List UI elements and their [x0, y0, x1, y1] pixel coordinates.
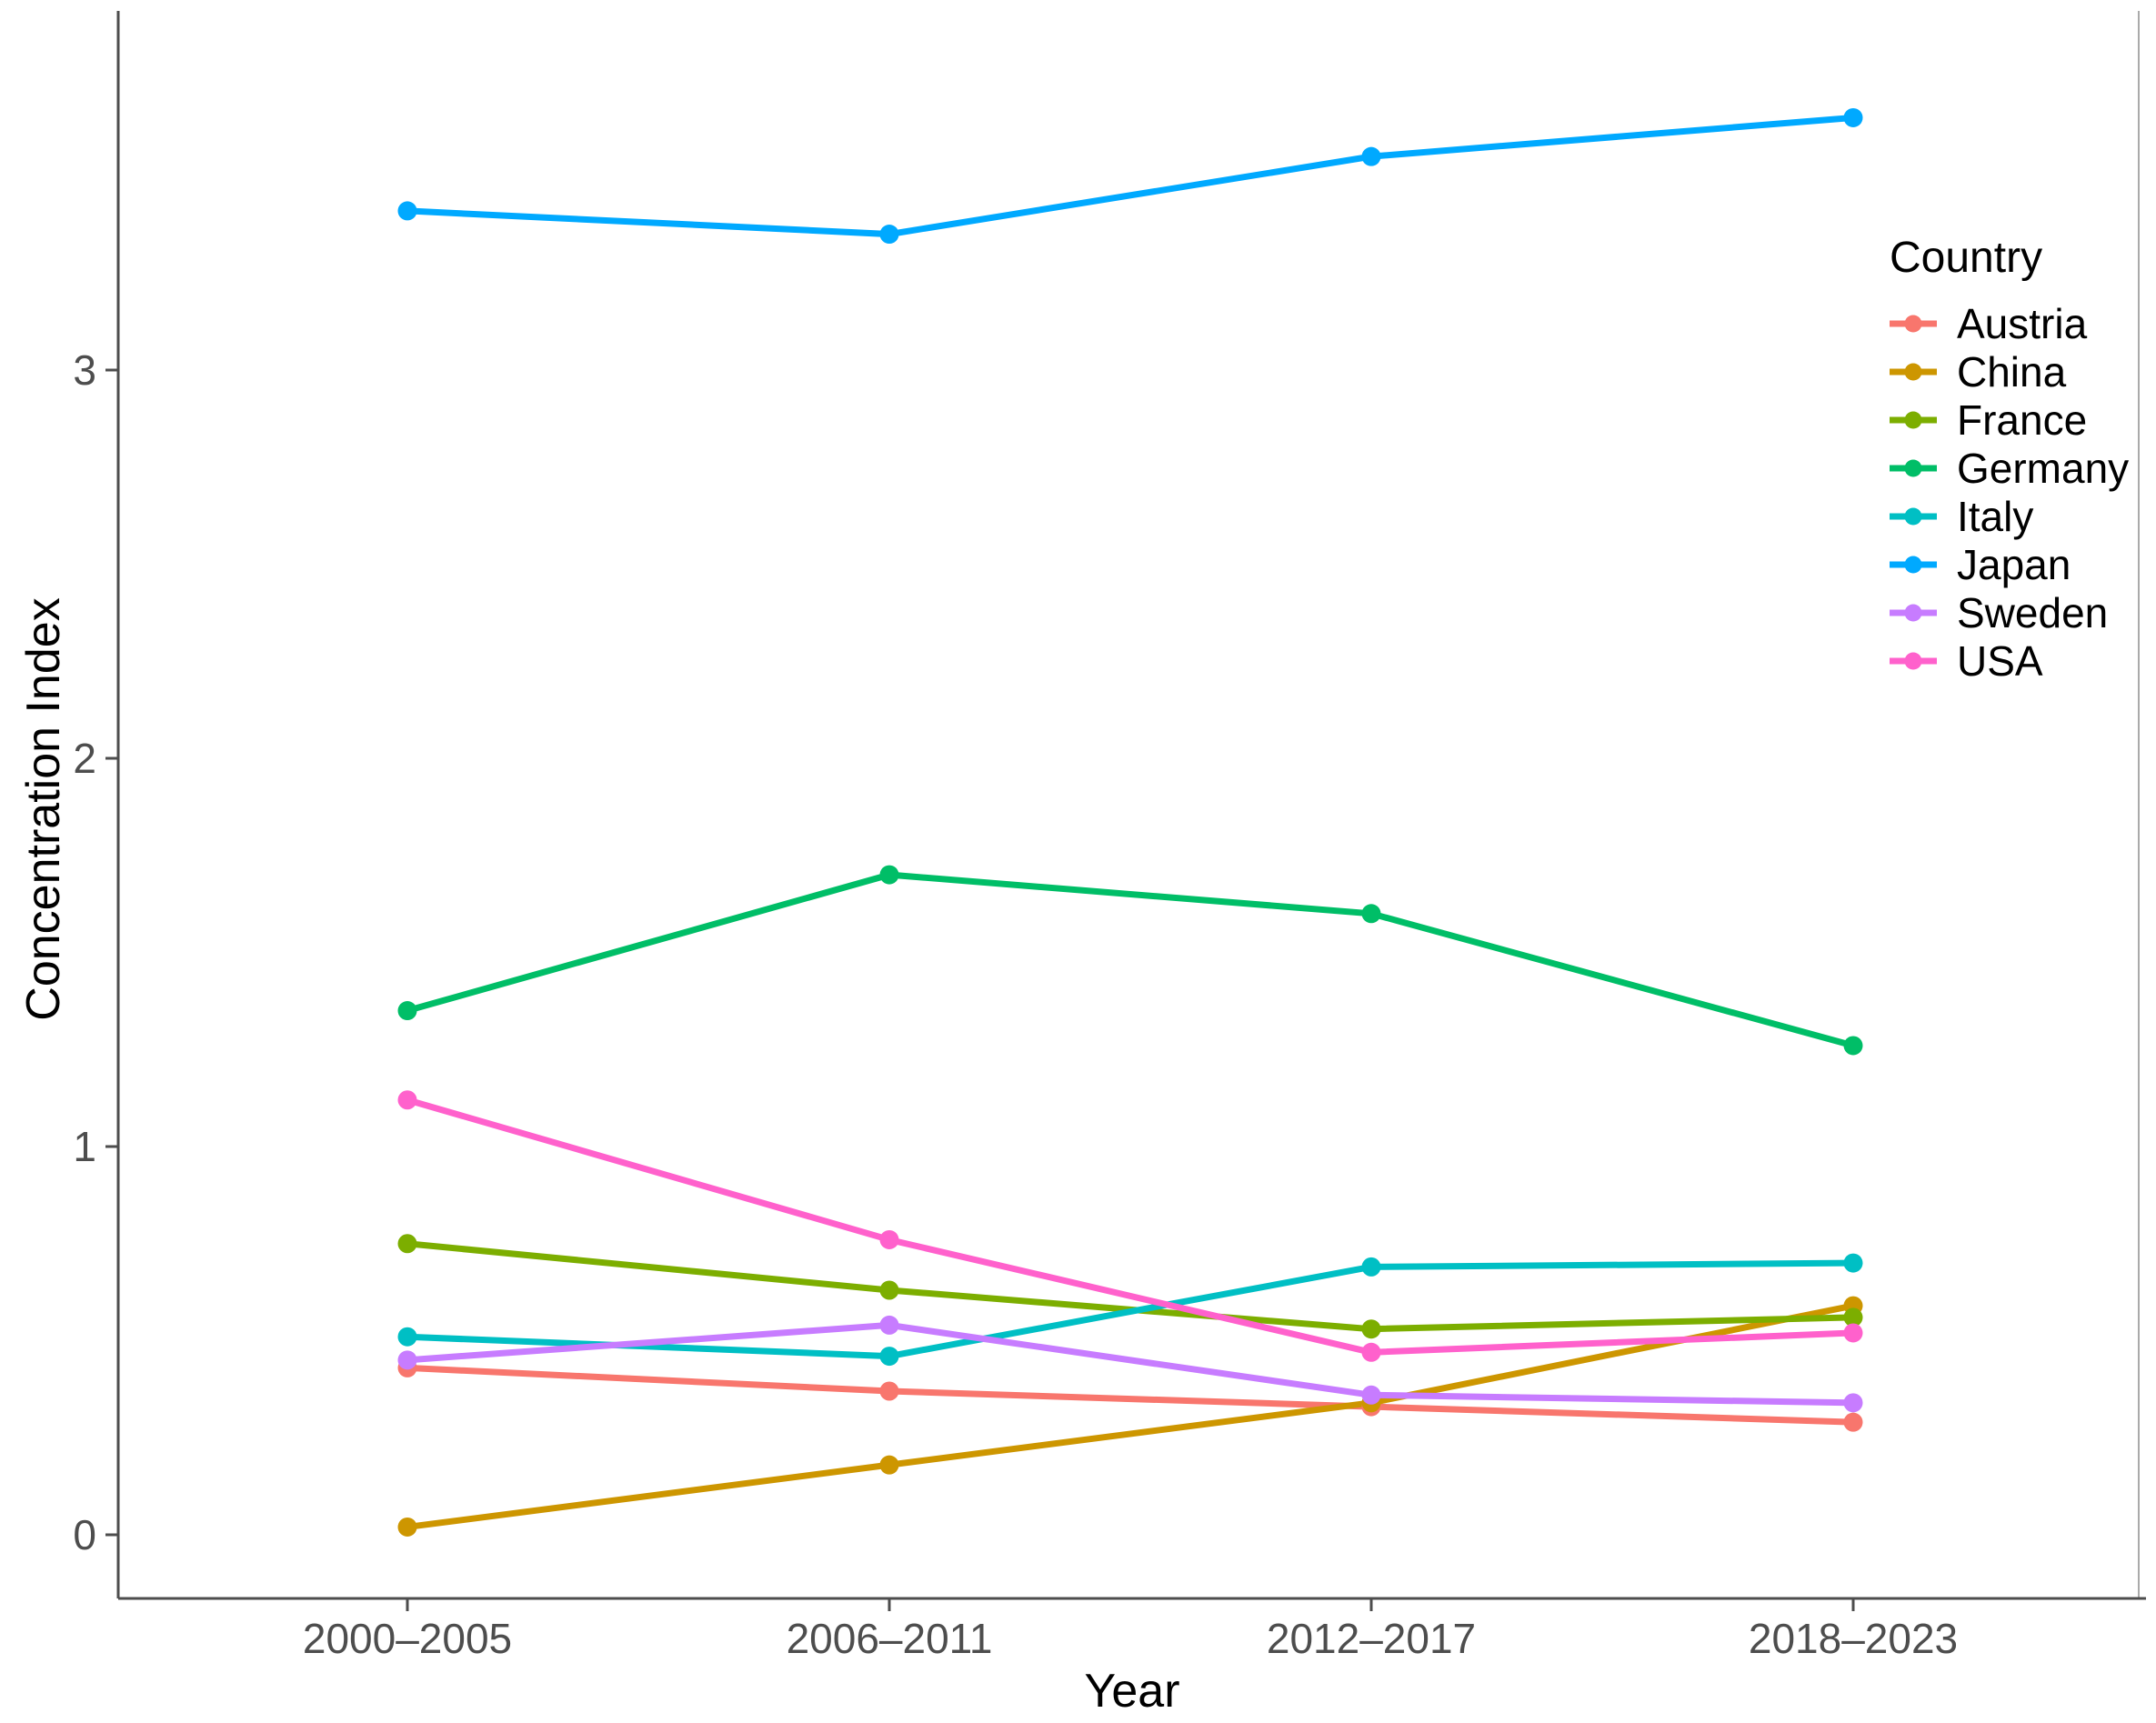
legend-swatch-icon: [1890, 315, 1937, 332]
data-point-germany: [1361, 904, 1381, 924]
series-line-china: [406, 1302, 1854, 1530]
series-line-austria: [406, 1364, 1854, 1426]
y-tick-label: 0: [73, 1511, 96, 1558]
data-point-france: [1361, 1319, 1381, 1339]
legend-swatch-icon: [1890, 556, 1937, 573]
data-point-sweden: [1843, 1393, 1863, 1413]
x-tick-label: 2012–2017: [1267, 1615, 1476, 1662]
data-point-japan: [1361, 146, 1381, 166]
data-point-italy: [879, 1347, 899, 1367]
legend-label: China: [1957, 347, 2067, 396]
legend-label: France: [1957, 396, 2088, 444]
data-point-sweden: [397, 1350, 417, 1370]
data-point-austria: [879, 1381, 899, 1401]
legend-label: Italy: [1957, 492, 2034, 540]
data-point-usa: [1361, 1342, 1381, 1362]
legend-label: Germany: [1957, 444, 2130, 492]
y-tick-label: 3: [73, 346, 96, 394]
data-point-japan: [1843, 107, 1863, 127]
legend-label: Japan: [1957, 540, 2071, 588]
series-line-sweden: [406, 1321, 1854, 1407]
data-point-austria: [1843, 1412, 1863, 1432]
legend-title: Country: [1890, 234, 2043, 282]
series-line-usa: [406, 1097, 1854, 1356]
legend-item-austria: Austria: [1890, 299, 2129, 347]
data-point-china: [879, 1455, 899, 1475]
x-axis-title: Year: [1084, 1665, 1180, 1718]
legend-swatch-icon: [1890, 363, 1937, 380]
legend-item-china: China: [1890, 347, 2129, 396]
data-point-france: [879, 1280, 899, 1300]
data-point-japan: [397, 201, 417, 221]
legend-item-france: France: [1890, 396, 2129, 444]
series-line-germany: [406, 871, 1854, 1049]
legend-swatch-icon: [1890, 652, 1937, 669]
x-tick-label: 2018–2023: [1749, 1615, 1958, 1662]
data-point-germany: [397, 1001, 417, 1021]
legend-item-japan: Japan: [1890, 540, 2129, 588]
data-point-italy: [397, 1327, 417, 1347]
series-line-france: [406, 1240, 1854, 1333]
y-tick-label: 2: [73, 735, 96, 782]
legend-item-sweden: Sweden: [1890, 588, 2129, 636]
legend-items: Austria China France Germany Italy Japan Swede…: [1890, 299, 2129, 685]
legend-swatch-icon: [1890, 459, 1937, 476]
legend-label: USA: [1957, 636, 2043, 685]
legend-item-usa: USA: [1890, 636, 2129, 685]
data-point-germany: [879, 865, 899, 885]
data-point-italy: [1843, 1253, 1863, 1273]
data-point-usa: [879, 1229, 899, 1249]
data-point-usa: [1843, 1323, 1863, 1343]
legend-swatch-icon: [1890, 604, 1937, 621]
legend-label: Sweden: [1957, 588, 2109, 636]
data-point-germany: [1843, 1036, 1863, 1056]
x-tick-label: 2006–2011: [787, 1615, 993, 1662]
x-tick-label: 2000–2005: [303, 1615, 512, 1662]
legend-label: Austria: [1957, 299, 2088, 347]
data-point-france: [397, 1234, 417, 1254]
data-point-italy: [1361, 1257, 1381, 1277]
data-point-japan: [879, 225, 899, 245]
legend-swatch-icon: [1890, 411, 1937, 428]
y-axis-title: Concentration Index: [17, 597, 70, 1021]
data-point-usa: [397, 1090, 417, 1110]
legend-item-italy: Italy: [1890, 492, 2129, 540]
legend-swatch-icon: [1890, 507, 1937, 525]
data-point-sweden: [1361, 1385, 1381, 1405]
data-point-france: [1843, 1307, 1863, 1327]
data-point-sweden: [879, 1315, 899, 1335]
legend: Country Austria China France Germany Italy Ja…: [1890, 233, 2129, 685]
series-line-italy: [406, 1259, 1854, 1360]
y-tick-label: 1: [73, 1123, 96, 1170]
data-point-china: [397, 1517, 417, 1537]
series-line-japan: [406, 114, 1854, 238]
legend-item-germany: Germany: [1890, 444, 2129, 492]
